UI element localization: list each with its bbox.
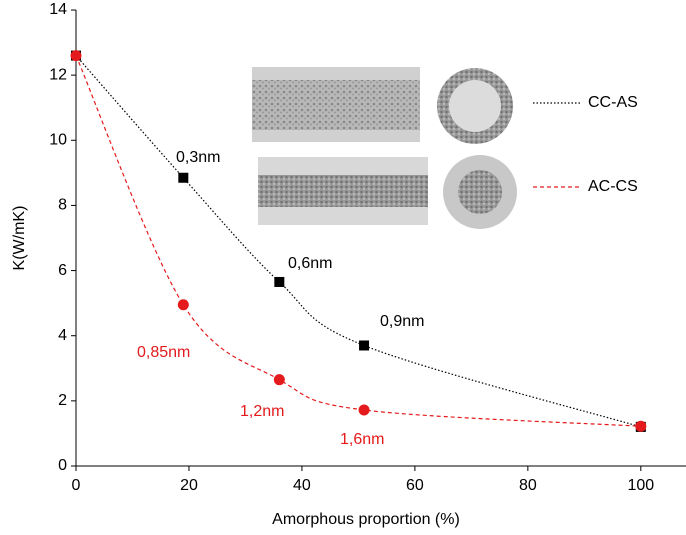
marker xyxy=(177,299,189,311)
x-tick-label: 80 xyxy=(519,477,537,494)
annotation: 0,3nm xyxy=(176,149,220,166)
x-tick-label: 100 xyxy=(627,477,654,494)
legend-label: AC-CS xyxy=(588,178,638,195)
y-axis-title: K(W/mK) xyxy=(11,206,28,271)
inset-image xyxy=(252,67,517,229)
x-tick-label: 20 xyxy=(180,477,198,494)
x-tick-label: 60 xyxy=(406,477,424,494)
marker xyxy=(273,374,285,386)
y-tick-label: 0 xyxy=(58,457,67,474)
annotation: 0,6nm xyxy=(288,255,332,272)
annotation: 1,2nm xyxy=(240,403,284,420)
y-tick-label: 14 xyxy=(49,1,67,18)
y-tick-label: 2 xyxy=(58,392,67,409)
y-tick-label: 8 xyxy=(58,197,67,214)
x-tick-label: 40 xyxy=(293,477,311,494)
y-tick-label: 12 xyxy=(49,66,67,83)
y-tick-label: 4 xyxy=(58,327,67,344)
x-axis-title: Amorphous proportion (%) xyxy=(272,511,460,528)
marker xyxy=(358,404,370,416)
marker xyxy=(359,340,370,351)
x-tick-label: 0 xyxy=(72,477,81,494)
marker xyxy=(70,50,82,62)
annotation: 0,85nm xyxy=(137,344,190,361)
y-tick-label: 10 xyxy=(49,132,67,149)
y-tick-label: 6 xyxy=(58,262,67,279)
marker xyxy=(178,172,189,183)
annotation: 0,9nm xyxy=(380,313,424,330)
marker xyxy=(635,420,647,432)
annotation: 1,6nm xyxy=(340,431,384,448)
marker xyxy=(274,276,285,287)
legend-label: CC-AS xyxy=(588,94,638,111)
